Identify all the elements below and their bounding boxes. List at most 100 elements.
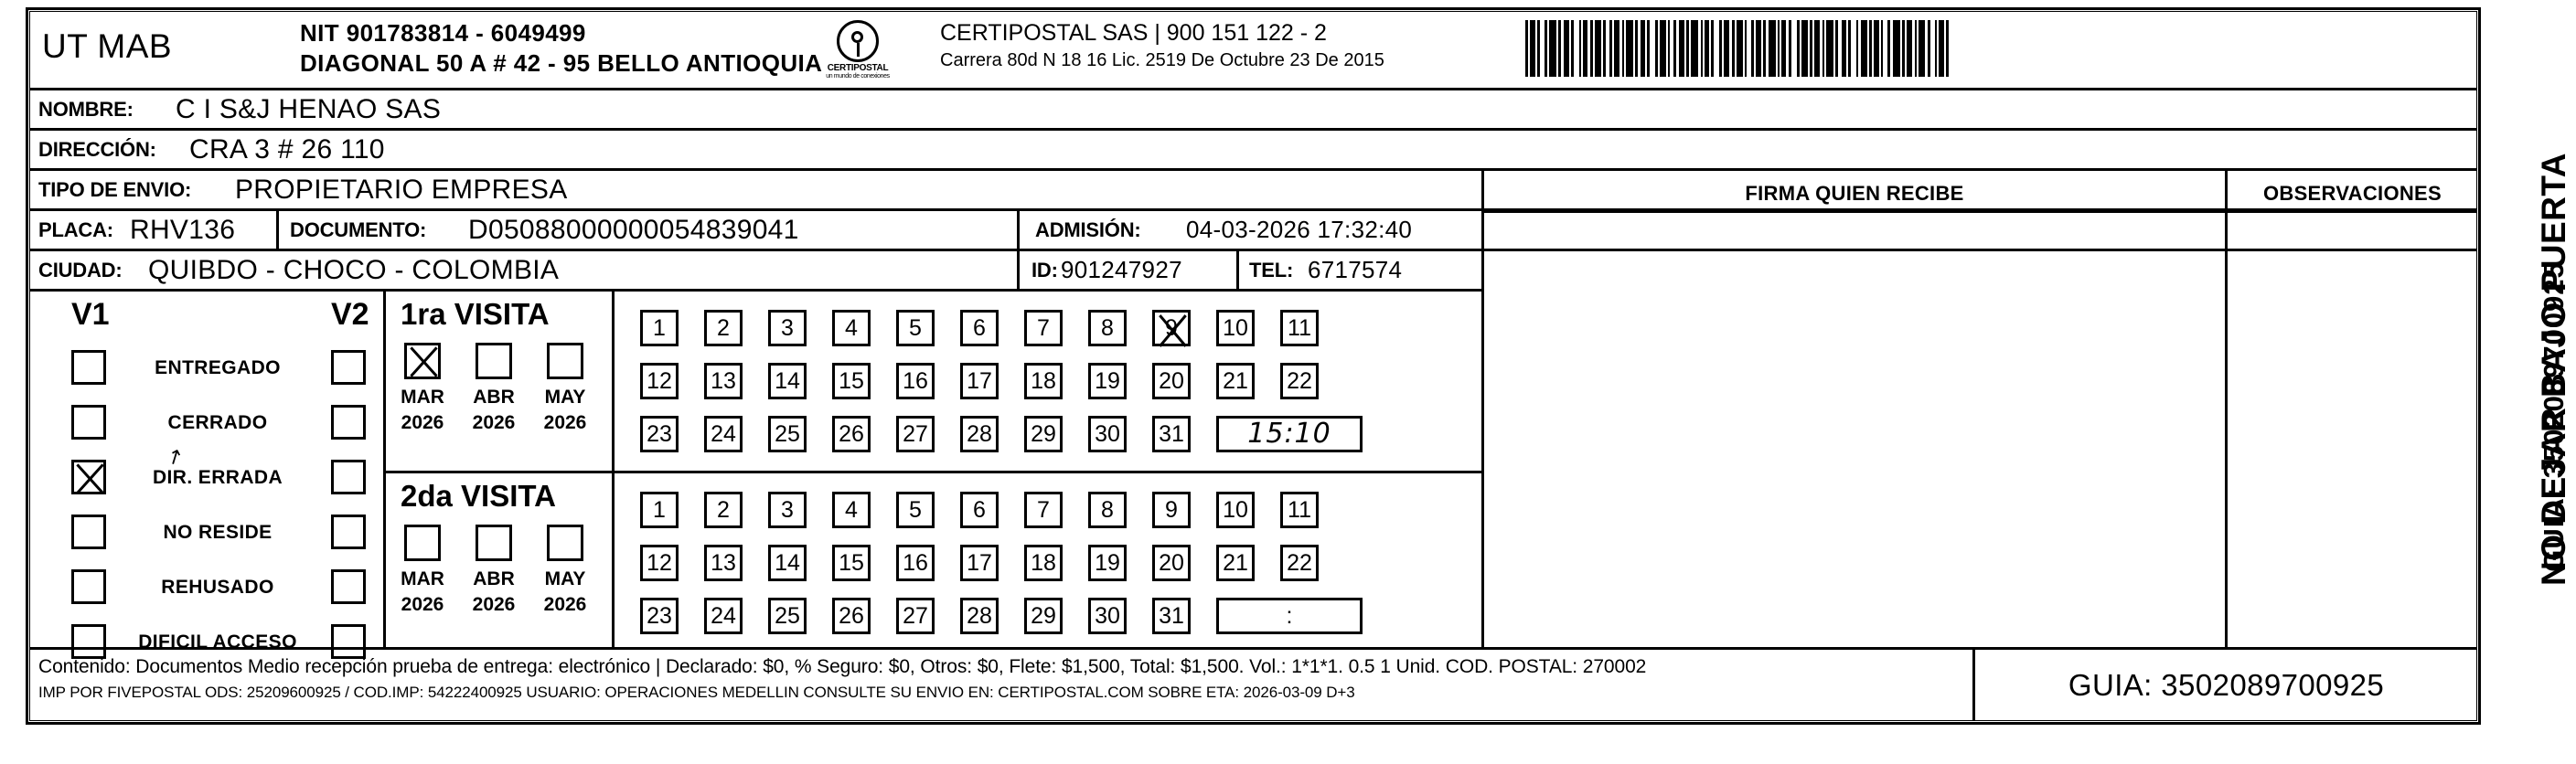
day-checkbox-30[interactable]: 30 <box>1088 416 1127 452</box>
day-checkbox-15[interactable]: 15 <box>832 545 871 581</box>
day-checkbox-3[interactable]: 3 <box>768 310 807 346</box>
v1-checkbox-cerrado[interactable] <box>71 405 106 440</box>
month-checkbox-mar[interactable] <box>404 525 441 561</box>
day-checkbox-11[interactable]: 11 <box>1280 492 1319 528</box>
day-checkbox-7[interactable]: 7 <box>1024 492 1063 528</box>
day-checkbox-1[interactable]: 1 <box>640 492 679 528</box>
day-checkbox-10[interactable]: 10 <box>1216 492 1255 528</box>
day-checkbox-11[interactable]: 11 <box>1280 310 1319 346</box>
divider <box>276 211 279 249</box>
logo-mark-icon <box>837 20 879 62</box>
day-checkbox-8[interactable]: 8 <box>1088 492 1127 528</box>
day-checkbox-6[interactable]: 6 <box>960 492 999 528</box>
day-checkbox-17[interactable]: 17 <box>960 363 999 399</box>
v2-checkbox-dir-errada[interactable] <box>331 460 366 494</box>
day-checkbox-9[interactable]: 9 <box>1152 310 1191 346</box>
month-checkbox-abr[interactable] <box>476 525 512 561</box>
month-checkbox-may[interactable] <box>547 525 583 561</box>
day-checkbox-19[interactable]: 19 <box>1088 545 1127 581</box>
placa-label: PLACA: <box>38 218 113 241</box>
v1-checkbox-rehusado[interactable] <box>71 569 106 604</box>
day-checkbox-28[interactable]: 28 <box>960 416 999 452</box>
day-checkbox-18[interactable]: 18 <box>1024 545 1063 581</box>
day-checkbox-18[interactable]: 18 <box>1024 363 1063 399</box>
day-checkbox-14[interactable]: 14 <box>768 363 807 399</box>
day-checkbox-21[interactable]: 21 <box>1216 363 1255 399</box>
observaciones-area[interactable] <box>2228 213 2480 650</box>
day-checkbox-30[interactable]: 30 <box>1088 598 1127 634</box>
v2-checkbox-entregado[interactable] <box>331 350 366 385</box>
v1-checkbox-entregado[interactable] <box>71 350 106 385</box>
day-checkbox-14[interactable]: 14 <box>768 545 807 581</box>
v1-checkbox-dir-errada[interactable] <box>71 460 106 494</box>
day-checkbox-19[interactable]: 19 <box>1088 363 1127 399</box>
day-checkbox-23[interactable]: 23 <box>640 416 679 452</box>
visit-time-box[interactable]: : <box>1216 598 1363 634</box>
v1-checkbox-no-reside[interactable] <box>71 515 106 549</box>
day-checkbox-25[interactable]: 25 <box>768 416 807 452</box>
row-direccion: DIRECCIÓN: CRA 3 # 26 110 <box>29 128 2477 168</box>
day-checkbox-27[interactable]: 27 <box>896 416 935 452</box>
day-checkbox-15[interactable]: 15 <box>832 363 871 399</box>
day-checkbox-10[interactable]: 10 <box>1216 310 1255 346</box>
day-checkbox-29[interactable]: 29 <box>1024 416 1063 452</box>
day-checkbox-4[interactable]: 4 <box>832 310 871 346</box>
day-checkbox-31[interactable]: 31 <box>1152 416 1191 452</box>
month-checkbox-mar[interactable] <box>404 343 441 379</box>
day-checkbox-26[interactable]: 26 <box>832 416 871 452</box>
v2-checkbox-dificil-acceso[interactable] <box>331 624 366 659</box>
day-checkbox-22[interactable]: 22 <box>1280 545 1319 581</box>
day-checkbox-22[interactable]: 22 <box>1280 363 1319 399</box>
day-checkbox-20[interactable]: 20 <box>1152 545 1191 581</box>
day-checkbox-20[interactable]: 20 <box>1152 363 1191 399</box>
documento-value: D05088000000054839041 <box>468 214 799 245</box>
month-name-label: MAR <box>401 568 444 589</box>
v2-checkbox-no-reside[interactable] <box>331 515 366 549</box>
day-checkbox-16[interactable]: 16 <box>896 363 935 399</box>
day-checkbox-25[interactable]: 25 <box>768 598 807 634</box>
day-checkbox-7[interactable]: 7 <box>1024 310 1063 346</box>
visit-status-row: DIR. ERRADA <box>29 458 386 513</box>
month-year-label: 2026 <box>401 594 444 615</box>
day-checkbox-16[interactable]: 16 <box>896 545 935 581</box>
day-checkbox-28[interactable]: 28 <box>960 598 999 634</box>
footer-imprint-line: IMP POR FIVEPOSTAL ODS: 25209600925 / CO… <box>38 684 1355 701</box>
day-checkbox-29[interactable]: 29 <box>1024 598 1063 634</box>
day-checkbox-27[interactable]: 27 <box>896 598 935 634</box>
label-header: UT MAB NIT 901783814 - 6049499 DIAGONAL … <box>26 7 2481 88</box>
id-value: 901247927 <box>1061 256 1182 283</box>
day-checkbox-13[interactable]: 13 <box>704 363 743 399</box>
day-checkbox-3[interactable]: 3 <box>768 492 807 528</box>
nombre-label: NOMBRE: <box>38 97 134 121</box>
company-nit-block: NIT 901783814 - 6049499 DIAGONAL 50 A # … <box>300 18 822 79</box>
day-checkbox-8[interactable]: 8 <box>1088 310 1127 346</box>
day-checkbox-12[interactable]: 12 <box>640 545 679 581</box>
month-checkbox-abr[interactable] <box>476 343 512 379</box>
visit-time-box[interactable]: 15:10 <box>1216 416 1363 452</box>
visit-status-row: ENTREGADO <box>29 348 386 403</box>
day-checkbox-13[interactable]: 13 <box>704 545 743 581</box>
day-checkbox-4[interactable]: 4 <box>832 492 871 528</box>
label-inner-frame <box>29 11 2477 721</box>
v2-checkbox-cerrado[interactable] <box>331 405 366 440</box>
firma-signature-area[interactable] <box>1484 213 2225 650</box>
day-checkbox-2[interactable]: 2 <box>704 310 743 346</box>
day-checkbox-5[interactable]: 5 <box>896 310 935 346</box>
day-checkbox-23[interactable]: 23 <box>640 598 679 634</box>
day-checkbox-1[interactable]: 1 <box>640 310 679 346</box>
month-checkbox-may[interactable] <box>547 343 583 379</box>
day-checkbox-21[interactable]: 21 <box>1216 545 1255 581</box>
day-checkbox-24[interactable]: 24 <box>704 598 743 634</box>
day-checkbox-9[interactable]: 9 <box>1152 492 1191 528</box>
day-checkbox-17[interactable]: 17 <box>960 545 999 581</box>
footer-content-line: Contenido: Documentos Medio recepción pr… <box>38 656 1647 677</box>
v1-checkbox-dificil-acceso[interactable] <box>71 624 106 659</box>
day-checkbox-2[interactable]: 2 <box>704 492 743 528</box>
day-checkbox-6[interactable]: 6 <box>960 310 999 346</box>
v2-checkbox-rehusado[interactable] <box>331 569 366 604</box>
day-checkbox-5[interactable]: 5 <box>896 492 935 528</box>
day-checkbox-24[interactable]: 24 <box>704 416 743 452</box>
day-checkbox-12[interactable]: 12 <box>640 363 679 399</box>
day-checkbox-26[interactable]: 26 <box>832 598 871 634</box>
day-checkbox-31[interactable]: 31 <box>1152 598 1191 634</box>
